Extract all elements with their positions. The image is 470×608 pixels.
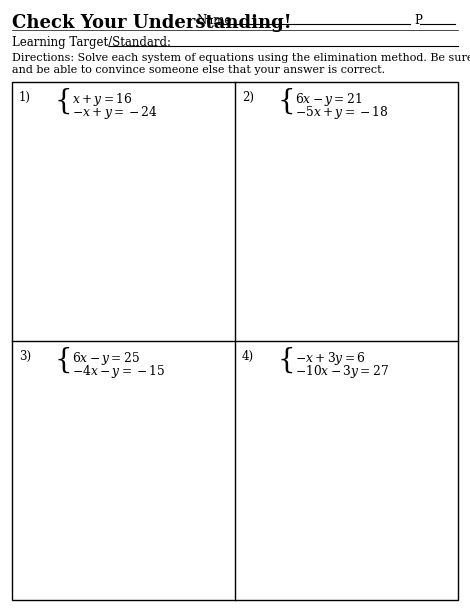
- Text: Name: Name: [196, 14, 231, 27]
- Text: $x + y = 16$: $x + y = 16$: [72, 91, 133, 108]
- Text: $-x + y = -24$: $-x + y = -24$: [72, 104, 158, 121]
- Text: $-4x - y = -15$: $-4x - y = -15$: [72, 363, 165, 380]
- Text: Check Your Understanding!: Check Your Understanding!: [12, 14, 291, 32]
- Text: 2): 2): [242, 91, 254, 104]
- Text: and be able to convince someone else that your answer is correct.: and be able to convince someone else tha…: [12, 65, 385, 75]
- Text: Directions: Solve each system of equations using the elimination method. Be sure: Directions: Solve each system of equatio…: [12, 53, 470, 63]
- Text: $6x - y = 25$: $6x - y = 25$: [72, 350, 140, 367]
- Text: 3): 3): [19, 350, 31, 363]
- Text: $-x + 3y = 6$: $-x + 3y = 6$: [295, 350, 366, 367]
- Text: Learning Target/Standard:: Learning Target/Standard:: [12, 36, 171, 49]
- Bar: [12, 82, 458, 600]
- Text: $\{$: $\{$: [277, 346, 293, 375]
- Text: P: P: [414, 14, 422, 27]
- Text: 1): 1): [19, 91, 31, 104]
- Text: $\{$: $\{$: [54, 346, 70, 375]
- Text: $\{$: $\{$: [54, 87, 70, 116]
- Text: $-10x - 3y = 27$: $-10x - 3y = 27$: [295, 363, 389, 380]
- Text: 4): 4): [242, 350, 254, 363]
- Text: $-5x + y = -18$: $-5x + y = -18$: [295, 104, 388, 121]
- Text: $\{$: $\{$: [277, 87, 293, 116]
- Text: $6x - y = 21$: $6x - y = 21$: [295, 91, 362, 108]
